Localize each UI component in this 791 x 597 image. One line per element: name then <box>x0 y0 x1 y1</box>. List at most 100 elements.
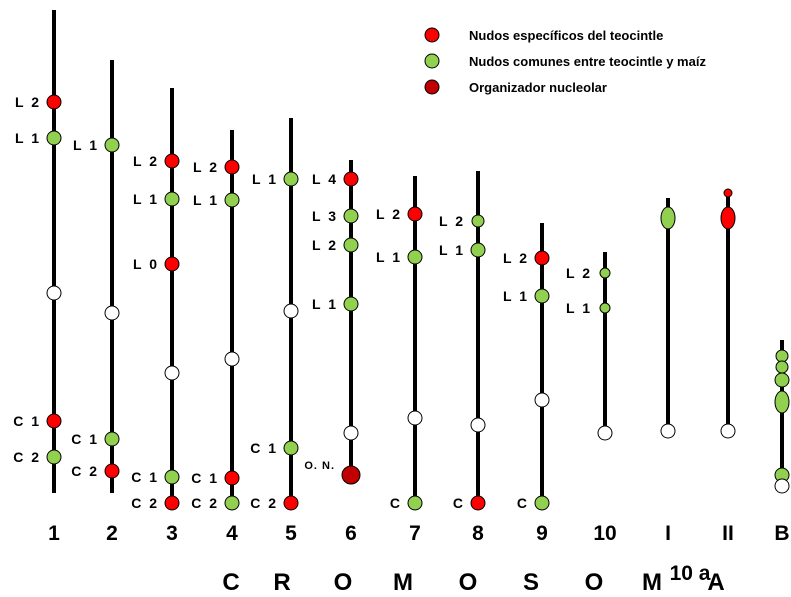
knob-label: C 2 <box>131 495 159 511</box>
axis-title-letter: S <box>523 569 539 592</box>
chromosome-9: L 2 L 1 C9 <box>503 223 550 545</box>
legend-marker-specific <box>424 27 440 43</box>
axis-title-letter: O <box>585 569 604 592</box>
chromosome-number-label: 1 <box>48 522 60 545</box>
knob-l-1 <box>534 288 550 304</box>
knob-l-1 <box>283 171 299 187</box>
knob-l-2 <box>534 250 550 266</box>
knob-label: C 1 <box>191 470 219 486</box>
axis-title-letter: O <box>459 569 478 592</box>
knob-l-1 <box>104 137 120 153</box>
knob-c-1 <box>104 431 120 447</box>
knob-l-2 <box>164 153 180 169</box>
knob-label: C 1 <box>250 440 278 456</box>
knob-label: L 2 <box>566 265 592 281</box>
knob-label: L 2 <box>193 159 219 175</box>
chromosome-ii: II <box>720 188 736 545</box>
knob-label: L 1 <box>503 288 529 304</box>
knob-label: L 1 <box>439 242 465 258</box>
axis-title-letter: C <box>222 569 239 592</box>
knob-label: L 1 <box>312 296 338 312</box>
knob-label: C 1 <box>71 431 99 447</box>
chromosome-5: L 1 C 1 C 2 5 <box>250 118 299 545</box>
knob-unlabeled <box>723 188 733 198</box>
chromosome-set: L 2L 1C 1C 21L 1C 1C 22L 2L 1L 0C 1C 23L… <box>13 10 790 545</box>
legend-label-organizer: Organizador nucleolar <box>469 80 607 95</box>
chromosome-number-label: 9 <box>536 522 548 545</box>
chromosome-number-label: 2 <box>106 522 118 545</box>
knob-c-2 <box>164 495 180 511</box>
legend-marker-common <box>424 53 440 69</box>
chromosome-3: L 2 L 1 L 0 C 1 C 2 3 <box>131 88 180 545</box>
chromosome-number-label: 6 <box>345 522 357 545</box>
centromere-marker <box>774 478 790 494</box>
knob-label: L 1 <box>376 249 402 265</box>
centromere-marker <box>283 303 299 319</box>
knob-l-1 <box>224 192 240 208</box>
centromere-marker <box>720 423 736 439</box>
legend-marker-organizer <box>424 79 440 95</box>
knob-l-1 <box>164 191 180 207</box>
knob-label: L 0 <box>133 256 159 272</box>
chromosome-number-label: 3 <box>166 522 178 545</box>
knob-c-2 <box>224 495 240 511</box>
knob-unlabeled <box>774 390 790 414</box>
knob-l-2 <box>471 214 485 228</box>
centromere-marker <box>597 425 613 441</box>
chromosome-2: L 1 C 1 C 2 2 <box>71 60 120 545</box>
centromere-marker <box>224 351 240 367</box>
chromosome-6: L 4 L 3 L 2 L 1 O. N. 6 <box>304 160 361 545</box>
knob-label: L 1 <box>193 192 219 208</box>
chromosome-number-label: 8 <box>472 522 484 545</box>
knob-c <box>470 495 486 511</box>
axis-title-letter: A <box>707 569 724 592</box>
knob-label: C <box>453 495 465 511</box>
knob-label: L 4 <box>312 171 338 187</box>
centromere-marker <box>534 392 550 408</box>
centromere-marker <box>470 417 486 433</box>
legend-label-common: Nudos comunes entre teocintle y maíz <box>469 54 706 69</box>
axis-title-letter: M <box>393 569 413 592</box>
knob-unlabeled <box>660 206 676 230</box>
knob-label: L 2 <box>503 250 529 266</box>
knob-label: L 3 <box>312 208 338 224</box>
axis-title-letter: R <box>273 569 290 592</box>
knob-label: L 1 <box>133 191 159 207</box>
knob-l-1 <box>407 249 423 265</box>
knob-c <box>534 495 550 511</box>
knob-label: C <box>517 495 529 511</box>
knob-label: C 2 <box>250 495 278 511</box>
knob-label: C 1 <box>13 413 41 429</box>
chromosome-i: I <box>660 198 676 545</box>
legend: Nudos específicos del teocintle Nudos co… <box>424 27 706 95</box>
knob-label: L 2 <box>15 94 41 110</box>
chromosome-1: L 2 L 1 C 1 C 2 1 <box>13 10 62 545</box>
knob-unlabeled <box>775 349 789 363</box>
knob-l-4 <box>343 171 359 187</box>
axis-title-letter: O <box>334 569 353 592</box>
knob-c-2 <box>46 449 62 465</box>
knob-l-1 <box>343 296 359 312</box>
centromere-marker <box>407 410 423 426</box>
axis-title-letter: M <box>642 569 662 592</box>
knob-l-2 <box>343 237 359 253</box>
chromosome-number-label: 5 <box>285 522 297 545</box>
centromere-marker <box>660 423 676 439</box>
chromosome-number-label: 4 <box>226 522 238 545</box>
knob-label: L 2 <box>439 213 465 229</box>
chromosome-number-label: B <box>774 522 789 545</box>
knob-l-2 <box>407 206 423 222</box>
knob-unlabeled <box>720 206 736 230</box>
nucleolar-organizer-marker <box>341 465 361 485</box>
knob-label: L 2 <box>312 237 338 253</box>
knob-c-1 <box>46 413 62 429</box>
knob-label: C 2 <box>13 449 41 465</box>
knob-l-1 <box>599 302 611 314</box>
knob-l-0 <box>164 256 180 272</box>
legend-label-specific: Nudos específicos del teocintle <box>469 28 663 43</box>
chromosome-4: L 2 L 1 C 1 C 2 4 <box>191 130 240 545</box>
knob-label: L 1 <box>252 171 278 187</box>
knob-label: L 2 <box>133 153 159 169</box>
